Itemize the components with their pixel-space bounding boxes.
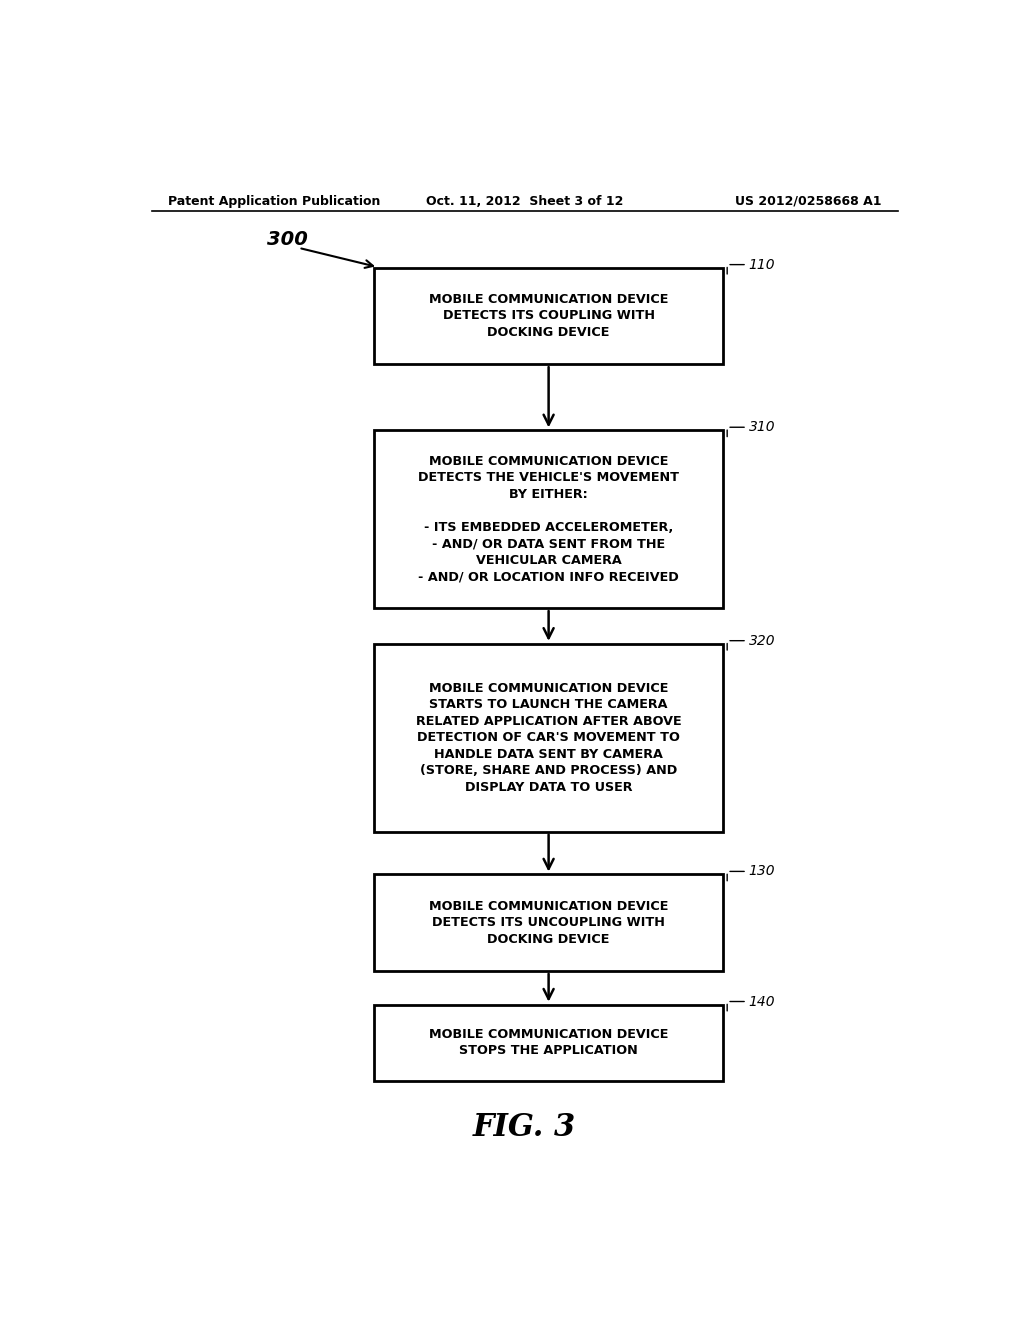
- FancyBboxPatch shape: [374, 874, 723, 972]
- FancyBboxPatch shape: [374, 268, 723, 364]
- FancyBboxPatch shape: [374, 644, 723, 832]
- Text: MOBILE COMMUNICATION DEVICE
DETECTS ITS UNCOUPLING WITH
DOCKING DEVICE: MOBILE COMMUNICATION DEVICE DETECTS ITS …: [429, 900, 669, 945]
- FancyBboxPatch shape: [374, 1005, 723, 1081]
- Text: 300: 300: [267, 230, 308, 249]
- Text: FIG. 3: FIG. 3: [473, 1111, 577, 1143]
- Text: 130: 130: [749, 865, 775, 878]
- Text: 310: 310: [749, 420, 775, 434]
- Text: MOBILE COMMUNICATION DEVICE
DETECTS THE VEHICLE'S MOVEMENT
BY EITHER:

- ITS EMB: MOBILE COMMUNICATION DEVICE DETECTS THE …: [418, 455, 679, 583]
- FancyBboxPatch shape: [374, 430, 723, 609]
- Text: MOBILE COMMUNICATION DEVICE
DETECTS ITS COUPLING WITH
DOCKING DEVICE: MOBILE COMMUNICATION DEVICE DETECTS ITS …: [429, 293, 669, 339]
- Text: MOBILE COMMUNICATION DEVICE
STOPS THE APPLICATION: MOBILE COMMUNICATION DEVICE STOPS THE AP…: [429, 1028, 669, 1057]
- Text: Patent Application Publication: Patent Application Publication: [168, 194, 380, 207]
- Text: 140: 140: [749, 994, 775, 1008]
- Text: 320: 320: [749, 634, 775, 648]
- Text: MOBILE COMMUNICATION DEVICE
STARTS TO LAUNCH THE CAMERA
RELATED APPLICATION AFTE: MOBILE COMMUNICATION DEVICE STARTS TO LA…: [416, 681, 681, 793]
- Text: 110: 110: [749, 257, 775, 272]
- Text: Oct. 11, 2012  Sheet 3 of 12: Oct. 11, 2012 Sheet 3 of 12: [426, 194, 624, 207]
- Text: US 2012/0258668 A1: US 2012/0258668 A1: [735, 194, 882, 207]
